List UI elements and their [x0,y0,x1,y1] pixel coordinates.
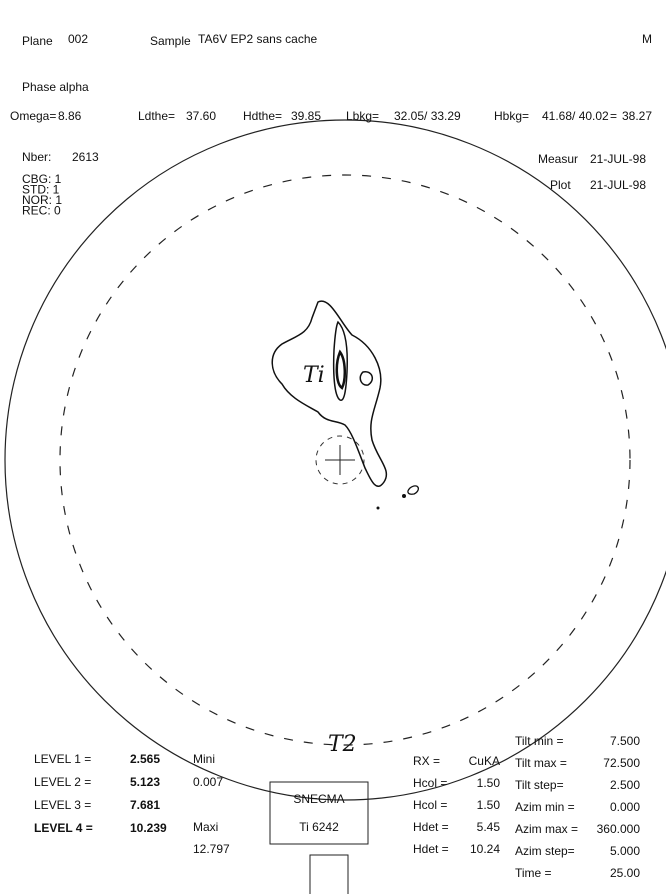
param-value: 41.68/ 40.02 [542,109,609,123]
level-label: LEVEL 1 = [34,752,91,766]
instrument-value: 10.24 [470,842,500,856]
scan-value: 2.500 [610,778,640,792]
param-label: Ldthe= [138,109,175,123]
level-value: 10.239 [130,821,167,835]
scan-label: Tilt max = [515,756,567,770]
scan-label: Tilt min = [515,734,564,748]
instrument-label: Hdet = [413,842,449,856]
stamp-box [309,854,349,894]
param-value: 37.60 [186,109,216,123]
annotation: T2 [328,732,357,757]
instrument-value: 1.50 [477,776,501,790]
annotation: Ti [303,363,325,388]
sample-label: Sample [150,34,191,48]
outer-circle [4,119,666,801]
param-label: = [610,109,617,123]
contour-level-2 [332,320,348,401]
range-value: 12.797 [193,842,230,856]
param-label: Omega= [10,109,56,123]
scan-value: 25.00 [610,866,640,880]
scan-label: Time = [515,866,552,880]
range-label: Maxi [193,820,218,834]
scan-label: Tilt step= [515,778,564,792]
scan-label: Azim step= [515,844,575,858]
level-label: LEVEL 4 = [34,821,93,835]
param-value: 38.27 [622,109,652,123]
instrument-label: RX = [413,754,440,768]
contour-dot [376,506,380,510]
flag: NOR: 1 [22,193,62,207]
dashed-circle [59,174,631,746]
instrument-label: Hdet = [413,820,449,834]
sample-box [269,781,369,845]
nber-label: Nber: [22,150,51,164]
flag: REC: 0 [22,204,61,218]
scan-value: 0.000 [610,800,640,814]
date-value: 21-JUL-98 [590,178,646,192]
range-label: Mini [193,752,215,766]
scan-value: 7.500 [610,734,640,748]
corner-mark: M [642,32,652,46]
center-circle [315,435,365,485]
date-label: Measur [538,152,578,166]
flag: STD: 1 [22,183,60,197]
level-value: 2.565 [130,752,160,766]
param-label: Hdthe= [243,109,282,123]
instrument-label: Hcol = [413,776,447,790]
scan-value: 360.000 [597,822,641,836]
date-value: 21-JUL-98 [590,152,646,166]
scan-label: Azim min = [515,800,575,814]
param-label: Lbkg= [346,109,379,123]
param-value: 8.86 [58,109,82,123]
plane-label: Plane [22,34,53,48]
phase: Phase alpha [22,80,89,94]
scan-value: 5.000 [610,844,640,858]
contour-spot [359,371,374,386]
level-value: 7.681 [130,798,160,812]
scan-label: Azim max = [515,822,578,836]
range-value: 0.007 [193,775,223,789]
scan-value: 72.500 [603,756,640,770]
box-text: Ti 6242 [299,820,339,834]
contour-spot [407,485,419,495]
date-label: Plot [550,178,571,192]
instrument-value: 5.45 [477,820,501,834]
flag: CBG: 1 [22,172,62,186]
param-label: Hbkg= [494,109,529,123]
instrument-label: Hcol = [413,798,447,812]
contour-level-1 [271,300,388,488]
instrument-value: CuKA [469,754,500,768]
box-text: SNECMA [293,792,344,806]
plane-number: 002 [68,32,88,46]
level-label: LEVEL 2 = [34,775,91,789]
instrument-value: 1.50 [477,798,501,812]
contour-dot [402,494,406,498]
contour-level-3 [335,349,346,390]
sample-name: TA6V EP2 sans cache [198,32,318,46]
param-value: 32.05/ 33.29 [394,109,461,123]
nber-value: 2613 [72,150,99,164]
param-value: 39.85 [291,109,321,123]
level-label: LEVEL 3 = [34,798,91,812]
level-value: 5.123 [130,775,160,789]
